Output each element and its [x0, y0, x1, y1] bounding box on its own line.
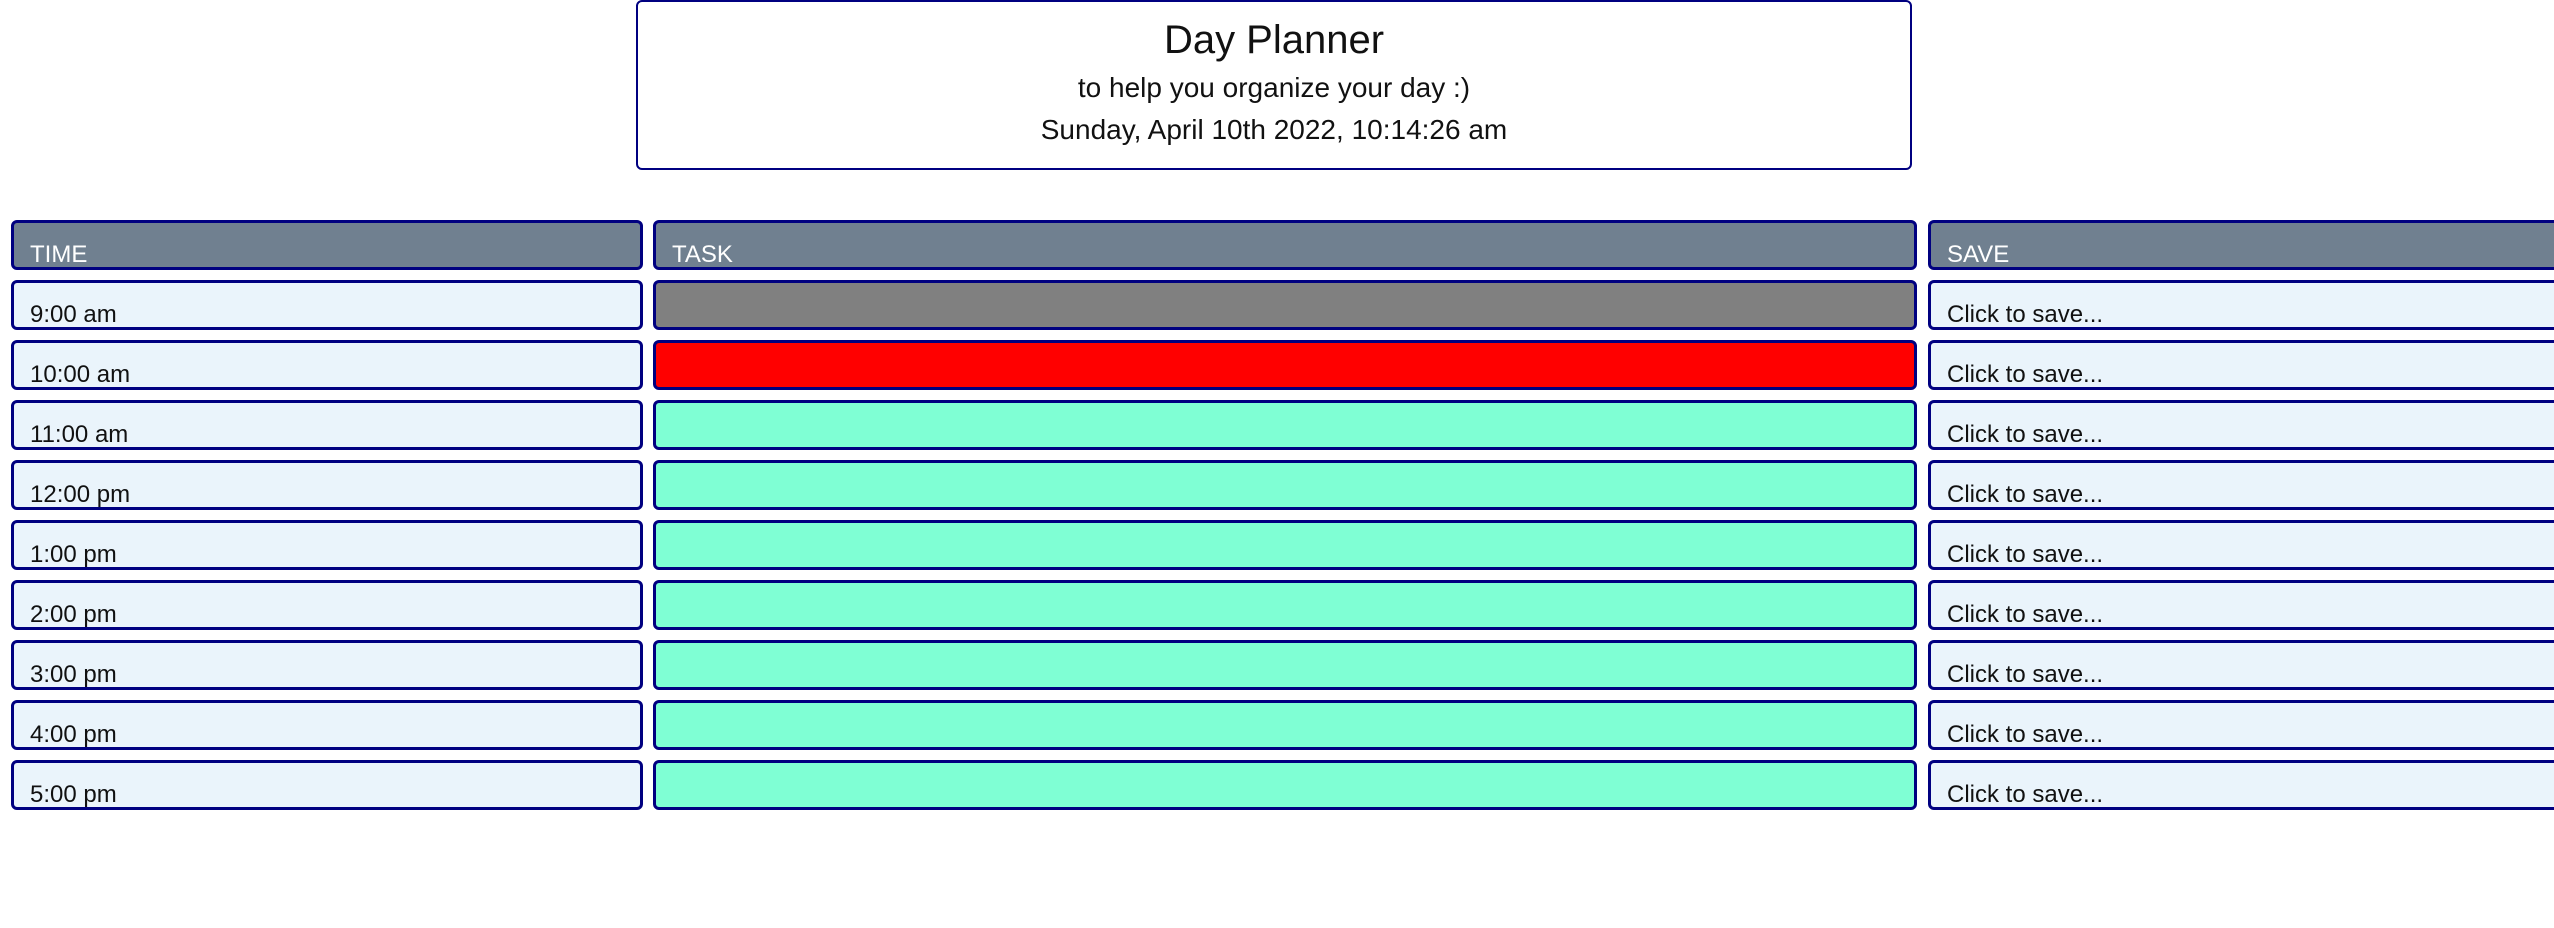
table-row: 4:00 pm Click to save...	[0, 700, 2554, 750]
table-row: 1:00 pm Click to save...	[0, 520, 2554, 570]
table-row: 12:00 pm Click to save...	[0, 460, 2554, 510]
task-input[interactable]	[653, 640, 1917, 690]
time-column-header: TIME	[11, 220, 643, 270]
save-button[interactable]: Click to save...	[1928, 760, 2554, 810]
task-input[interactable]	[653, 580, 1917, 630]
table-row: 9:00 am Click to save...	[0, 280, 2554, 330]
hour-label: 1:00 pm	[11, 520, 643, 570]
hour-label: 11:00 am	[11, 400, 643, 450]
hour-label: 5:00 pm	[11, 760, 643, 810]
save-button[interactable]: Click to save...	[1928, 700, 2554, 750]
table-row: 11:00 am Click to save...	[0, 400, 2554, 450]
task-input[interactable]	[653, 280, 1917, 330]
current-datetime: Sunday, April 10th 2022, 10:14:26 am	[1040, 114, 1508, 145]
save-button[interactable]: Click to save...	[1928, 460, 2554, 510]
table-row: 3:00 pm Click to save...	[0, 640, 2554, 690]
save-button[interactable]: Click to save...	[1928, 580, 2554, 630]
task-input[interactable]	[653, 700, 1917, 750]
table-row: 2:00 pm Click to save...	[0, 580, 2554, 630]
save-button[interactable]: Click to save...	[1928, 640, 2554, 690]
planner-header: Day Planner to help you organize your da…	[636, 0, 1912, 170]
table-row: 5:00 pm Click to save...	[0, 760, 2554, 810]
save-button[interactable]: Click to save...	[1928, 280, 2554, 330]
task-input[interactable]	[653, 520, 1917, 570]
task-input[interactable]	[653, 400, 1917, 450]
task-input[interactable]	[653, 760, 1917, 810]
task-input[interactable]	[653, 340, 1917, 390]
hour-label: 9:00 am	[11, 280, 643, 330]
save-button[interactable]: Click to save...	[1928, 340, 2554, 390]
save-button[interactable]: Click to save...	[1928, 520, 2554, 570]
save-column-header: SAVE	[1928, 220, 2554, 270]
hour-label: 4:00 pm	[11, 700, 643, 750]
task-column-header: TASK	[653, 220, 1917, 270]
hour-label: 3:00 pm	[11, 640, 643, 690]
save-button[interactable]: Click to save...	[1928, 400, 2554, 450]
table-header-row: TIME TASK SAVE	[0, 220, 2554, 270]
hour-label: 10:00 am	[11, 340, 643, 390]
hour-label: 2:00 pm	[11, 580, 643, 630]
table-row: 10:00 am Click to save...	[0, 340, 2554, 390]
hour-label: 12:00 pm	[11, 460, 643, 510]
page-subtitle: to help you organize your day :)	[1077, 72, 1471, 103]
task-input[interactable]	[653, 460, 1917, 510]
page-title: Day Planner	[1163, 18, 1385, 62]
